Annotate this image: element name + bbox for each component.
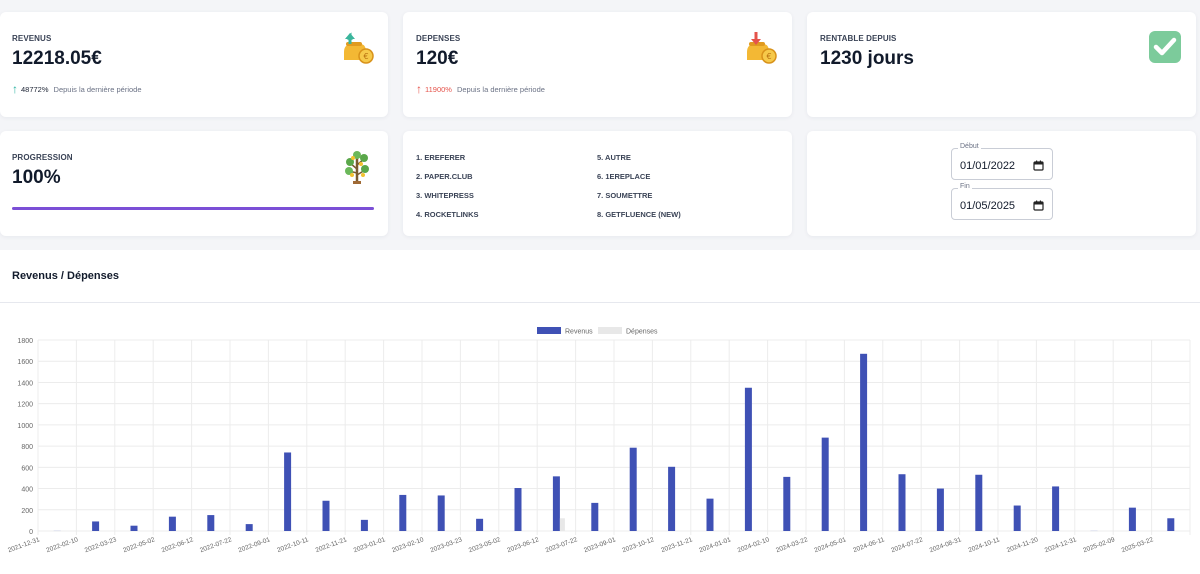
depenses-value: 120€: [416, 48, 459, 69]
svg-text:€: €: [363, 52, 368, 61]
platform-item: 6. 1EREPLACE: [597, 172, 651, 181]
money-bag-down-icon: €: [743, 30, 779, 71]
platform-item: 2. PAPER.CLUB: [416, 172, 473, 181]
chart-panel: [0, 250, 1200, 574]
progression-value: 100%: [12, 167, 61, 188]
debut-date-input[interactable]: Début 01/01/2022: [951, 143, 1053, 180]
platform-item: 4. ROCKETLINKS: [416, 210, 479, 219]
depenses-trend: ↑ 11900% Depuis la dernière période: [416, 83, 779, 95]
rentable-value: 1230 jours: [820, 48, 914, 69]
fin-date-input[interactable]: Fin 01/05/2025: [951, 183, 1053, 220]
platform-item: 3. WHITEPRESS: [416, 191, 474, 200]
progress-fill: [12, 207, 374, 210]
progression-card: PROGRESSION 100%: [0, 131, 388, 236]
platform-item: 8. GETFLUENCE (NEW): [597, 210, 681, 219]
depenses-sub: Depuis la dernière période: [456, 84, 545, 94]
rentable-card: RENTABLE DEPUIS 1230 jours: [807, 12, 1196, 117]
fin-value: 01/05/2025: [960, 200, 1016, 212]
progression-label: PROGRESSION: [12, 153, 73, 162]
platform-item: 1. EREFERER: [416, 153, 466, 162]
calendar-icon[interactable]: [1033, 198, 1044, 216]
calendar-icon[interactable]: [1033, 158, 1044, 176]
revenus-pct: 48772%: [21, 84, 49, 94]
depenses-pct: 11900%: [425, 84, 452, 94]
arrow-up-icon: ↑: [416, 82, 422, 96]
platforms-card: 1. EREFERER 5. AUTRE 2. PAPER.CLUB 6. 1E…: [403, 131, 792, 236]
check-icon: [1148, 30, 1182, 69]
platforms-list: 1. EREFERER 5. AUTRE 2. PAPER.CLUB 6. 1E…: [416, 153, 779, 219]
date-range-card: Début 01/01/2022 Fin 01/05/2025: [807, 131, 1196, 236]
money-bag-up-icon: €: [340, 30, 376, 71]
platform-item: 7. SOUMETTRE: [597, 191, 653, 200]
depenses-card: DEPENSES 120€ ↑ 11900% Depuis la dernièr…: [403, 12, 792, 117]
chart-header-divider: [0, 302, 1200, 303]
debut-value: 01/01/2022: [960, 160, 1016, 172]
progress-track: [12, 207, 374, 210]
fin-label: Fin: [958, 183, 972, 190]
depenses-label: DEPENSES: [416, 34, 461, 43]
debut-label: Début: [958, 143, 981, 150]
revenus-card: REVENUS 12218.05€ ↑ 48772% Depuis la der…: [0, 12, 388, 117]
revenus-trend: ↑ 48772% Depuis la dernière période: [12, 83, 376, 95]
rentable-label: RENTABLE DEPUIS: [820, 34, 897, 43]
chart-title: Revenus / Dépenses: [12, 270, 119, 282]
platform-item: 5. AUTRE: [597, 153, 631, 162]
revenus-sub: Depuis la dernière période: [53, 84, 142, 94]
money-tree-icon: [342, 149, 372, 190]
arrow-up-icon: ↑: [12, 82, 18, 96]
revenus-value: 12218.05€: [12, 48, 102, 69]
revenus-label: REVENUS: [12, 34, 52, 43]
svg-text:€: €: [766, 52, 771, 61]
